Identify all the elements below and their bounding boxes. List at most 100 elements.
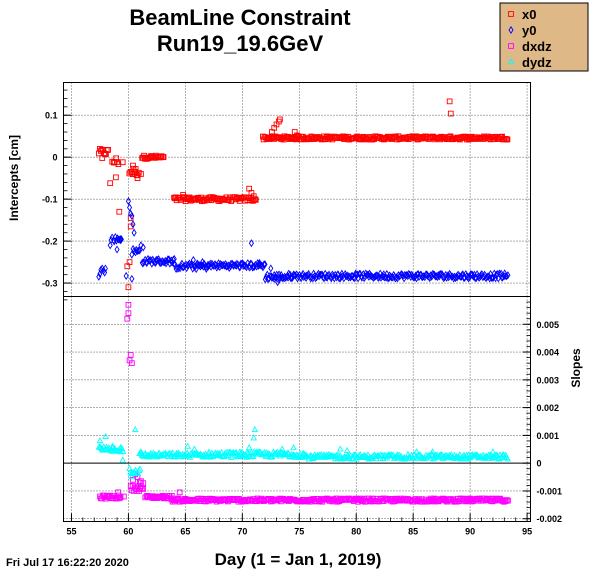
data-point-y0 (291, 271, 297, 280)
x-tick-label: 80 (351, 527, 361, 537)
data-point-y0 (171, 259, 177, 268)
bottom-panel-frame (63, 296, 531, 522)
data-point-dydz (429, 448, 436, 455)
data-point-dydz (278, 445, 286, 452)
data-point-dydz (128, 473, 136, 480)
data-point-y0 (285, 271, 291, 280)
top-data-points (96, 98, 511, 291)
data-point-dydz (167, 450, 175, 457)
data-point-y0 (130, 220, 136, 229)
x-tick-label: 85 (408, 527, 418, 537)
data-point-y0 (205, 260, 211, 269)
data-point-y0 (317, 270, 323, 279)
data-point-y0 (298, 274, 304, 283)
data-point-y0 (167, 259, 173, 268)
data-point-dydz (350, 451, 357, 459)
data-point-y0 (323, 273, 329, 282)
top-y-tick-label: -0.3 (42, 279, 58, 289)
data-point-y0 (102, 264, 108, 273)
data-point-y0 (118, 235, 124, 244)
data-point-y0 (129, 211, 135, 220)
data-point-y0 (351, 273, 357, 282)
top-y-axis: 0.1 0 -0.1 -0.2 -0.3 (42, 89, 72, 301)
data-point-dydz (249, 452, 257, 459)
data-point-dydz (486, 451, 494, 458)
data-point-dydz (293, 451, 300, 458)
data-point-y0 (123, 271, 129, 280)
data-point-dydz (343, 446, 351, 453)
legend-marker-x0 (508, 11, 514, 17)
data-point-y0 (347, 273, 354, 282)
data-point-y0 (204, 263, 210, 272)
bottom-y-tick-label: 0.005 (537, 320, 560, 330)
data-point-y0 (153, 255, 159, 264)
data-point-dydz (251, 425, 259, 433)
data-point-y0 (195, 260, 201, 269)
x-tick-label: 75 (294, 527, 304, 537)
data-point-y0 (427, 274, 433, 283)
data-point-dydz (265, 450, 273, 457)
data-point-x0 (130, 162, 136, 169)
data-point-y0 (311, 269, 317, 278)
data-point-y0 (336, 274, 342, 283)
top-y-tick-label: -0.1 (42, 195, 58, 205)
data-point-y0 (378, 273, 384, 282)
data-point-dxdz (125, 301, 132, 308)
data-point-y0 (256, 258, 262, 267)
data-point-y0 (137, 246, 143, 255)
data-point-y0 (405, 272, 411, 281)
data-point-y0 (465, 274, 472, 283)
data-point-y0 (148, 255, 154, 265)
data-point-x0 (107, 180, 114, 187)
data-point-x0 (127, 215, 134, 221)
legend-marker-dxdz (508, 43, 514, 49)
data-point-dydz (205, 448, 213, 455)
data-point-dxdz (176, 489, 183, 496)
data-point-dxdz (113, 495, 120, 502)
data-point-dydz (334, 454, 341, 462)
data-point-y0 (286, 269, 292, 278)
x-axis-label: Day (1 = Jan 1, 2019) (215, 550, 382, 569)
bottom-y-tick-label: 0.003 (537, 375, 560, 385)
data-point-y0 (479, 270, 485, 279)
data-point-y0 (413, 271, 419, 280)
data-point-dxdz (137, 486, 143, 492)
data-point-y0 (219, 261, 225, 270)
data-point-dxdz (140, 486, 147, 492)
data-point-dydz (228, 453, 235, 460)
data-point-dydz (268, 453, 276, 460)
data-point-dydz (96, 436, 104, 444)
data-point-y0 (262, 260, 268, 269)
data-point-x0 (126, 259, 133, 265)
legend-label-dxdz: dxdz (522, 39, 552, 54)
data-point-y0 (228, 259, 234, 268)
bottom-panel: 0.005 0.004 0.003 0.002 0.001 0 -0.001 -0.002 (63, 296, 562, 524)
data-point-dxdz (140, 480, 147, 487)
data-point-y0 (248, 239, 254, 248)
data-point-y0 (178, 261, 184, 270)
data-point-dxdz (504, 497, 510, 503)
data-point-y0 (288, 273, 294, 283)
data-point-dydz (489, 448, 497, 455)
bottom-y-axis: 0.005 0.004 0.003 0.002 0.001 0 -0.001 -0.002 (522, 301, 562, 524)
x-tick-label: 60 (123, 527, 133, 537)
x-tick-label: 90 (465, 527, 475, 537)
data-point-y0 (117, 234, 123, 244)
timestamp: Fri Jul 17 16:22:20 2020 (6, 557, 129, 569)
x-tick-label: 95 (522, 527, 532, 537)
x-tick-label: 55 (66, 527, 76, 537)
data-point-dydz (109, 442, 116, 449)
data-point-y0 (486, 272, 492, 281)
top-grid (63, 82, 531, 297)
data-point-y0 (127, 203, 133, 212)
data-point-y0 (199, 258, 205, 267)
data-point-y0 (114, 245, 120, 254)
data-point-y0 (275, 275, 281, 284)
bottom-y-tick-label: 0.002 (537, 403, 560, 413)
data-point-dydz (497, 454, 505, 461)
data-point-y0 (138, 241, 144, 250)
data-point-dxdz (121, 493, 127, 500)
data-point-x0 (138, 171, 144, 177)
